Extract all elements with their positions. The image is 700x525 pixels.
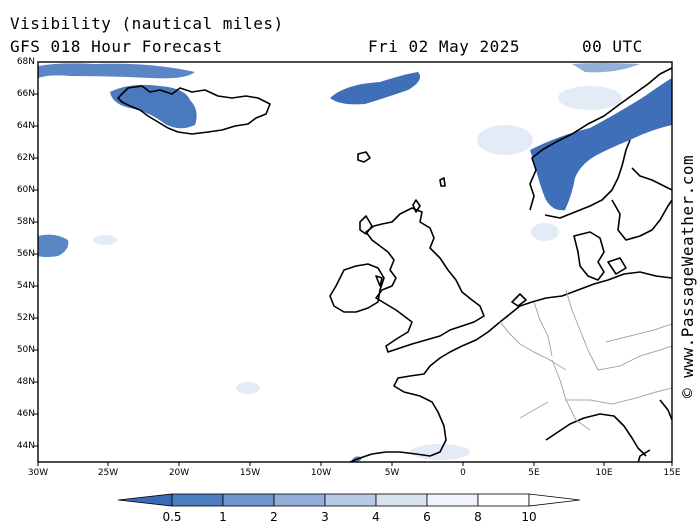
- lon-label-15e: 15E: [663, 468, 681, 478]
- colorbar-segment-8: [528, 493, 581, 507]
- colorbar-label-6: 6: [423, 510, 431, 524]
- lat-label-68n: 68N: [16, 57, 35, 67]
- coastlines: [117, 67, 672, 462]
- lat-label-56n: 56N: [16, 249, 35, 259]
- faroes-coast: [357, 151, 371, 163]
- lat-label-58n: 58N: [16, 217, 35, 227]
- national-borders: [499, 289, 672, 431]
- lat-label-54n: 54N: [16, 281, 35, 291]
- lon-label-5e: 5E: [528, 468, 540, 478]
- colorbar: [117, 493, 581, 507]
- colorbar-label-2: 2: [270, 510, 278, 524]
- forecast-date: Fri 02 May 2025: [368, 37, 520, 56]
- continent-coast: [349, 271, 672, 462]
- lon-label-30w: 30W: [27, 468, 49, 478]
- map-frame: [37, 61, 673, 463]
- lon-label-10w: 10W: [310, 468, 332, 478]
- iceland-coast: [117, 85, 271, 135]
- colorbar-segment-7: [477, 493, 530, 507]
- lat-label-62n: 62N: [16, 153, 35, 163]
- lat-label-48n: 48N: [16, 377, 35, 387]
- lon-label-5w: 5W: [384, 468, 400, 478]
- great-britain-coast: [365, 207, 485, 353]
- colorbar-segment-2: [222, 493, 275, 507]
- forecast-subtitle: GFS 018 Hour Forecast: [10, 37, 223, 56]
- lon-label-20w: 20W: [168, 468, 190, 478]
- ireland-coast: [329, 263, 385, 313]
- axis-ticks: [34, 93, 673, 466]
- colorbar-segment-3: [273, 493, 326, 507]
- colorbar-segment-0: [117, 493, 173, 507]
- colorbar-segment-4: [324, 493, 377, 507]
- colorbar-label-0.5: 0.5: [162, 510, 182, 524]
- denmark-coast: [573, 231, 605, 281]
- colorbar-label-1: 1: [219, 510, 227, 524]
- lat-label-60n: 60N: [16, 185, 35, 195]
- lat-label-46n: 46N: [16, 409, 35, 419]
- lat-label-50n: 50N: [16, 345, 35, 355]
- site-credit: © www.PassageWeather.com: [678, 154, 697, 398]
- lon-label-10e: 10E: [595, 468, 613, 478]
- colorbar-label-3: 3: [321, 510, 329, 524]
- lat-label-66n: 66N: [16, 89, 35, 99]
- colorbar-segment-1: [171, 493, 224, 507]
- lat-label-52n: 52N: [16, 313, 35, 323]
- lon-label-0: 0: [460, 468, 466, 478]
- colorbar-label-8: 8: [474, 510, 482, 524]
- lat-label-64n: 64N: [16, 121, 35, 131]
- lon-label-25w: 25W: [97, 468, 119, 478]
- lat-label-44n: 44N: [16, 441, 35, 451]
- colorbar-segment-6: [426, 493, 479, 507]
- colorbar-label-4: 4: [372, 510, 380, 524]
- norway-coast: [529, 67, 672, 211]
- forecast-time: 00 UTC: [582, 37, 643, 56]
- low-visibility-areas: [38, 63, 672, 462]
- colorbar-segment-5: [375, 493, 428, 507]
- map-title: Visibility (nautical miles): [10, 14, 284, 33]
- colorbar-label-10: 10: [521, 510, 537, 524]
- lon-label-15w: 15W: [239, 468, 261, 478]
- haze-areas: [93, 86, 622, 460]
